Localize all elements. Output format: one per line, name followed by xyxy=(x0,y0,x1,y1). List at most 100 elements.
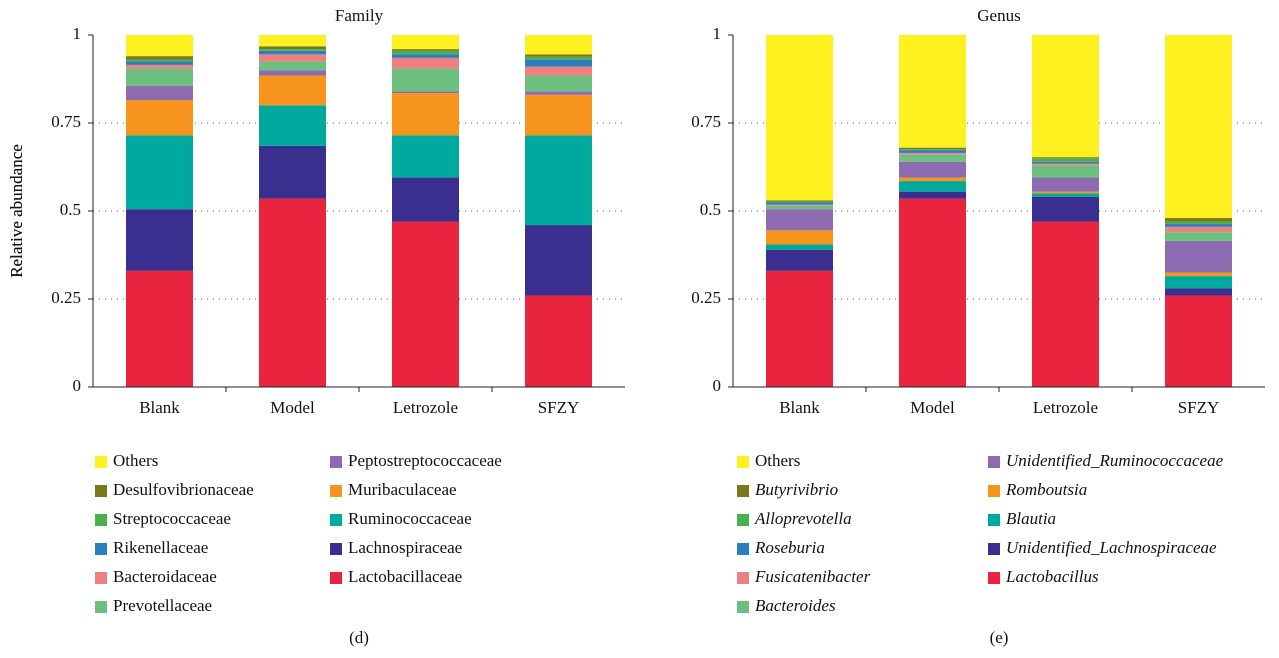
bar-segment xyxy=(525,94,592,136)
legend-label: Ruminococcaceae xyxy=(348,509,472,528)
bar-segment xyxy=(766,230,833,245)
bar-segment xyxy=(1032,193,1099,197)
bar-segment xyxy=(126,100,193,136)
bar-segment xyxy=(259,105,326,146)
legend-label: Bacteroides xyxy=(755,596,836,615)
bar-segment xyxy=(126,86,193,101)
bar-segment xyxy=(259,61,326,71)
bar-segment xyxy=(392,35,459,50)
x-tick-label: Blank xyxy=(779,398,820,417)
legend-label: Others xyxy=(755,451,800,470)
legend-swatch xyxy=(737,601,749,613)
x-tick-label: Letrozole xyxy=(1033,398,1098,417)
x-tick-label: SFZY xyxy=(538,398,580,417)
bar-segment xyxy=(525,59,592,67)
y-tick-label: 0.5 xyxy=(60,200,81,219)
legend-label: Lactobacillus xyxy=(1005,567,1099,586)
bar-segment xyxy=(899,149,966,151)
legend-swatch xyxy=(330,572,342,584)
legend-swatch xyxy=(330,514,342,526)
legend-label: Roseburia xyxy=(754,538,825,557)
x-tick-label: Letrozole xyxy=(393,398,458,417)
legend-label: Unidentified_Ruminococcaceae xyxy=(1006,451,1224,470)
y-tick-label: 0.25 xyxy=(51,288,81,307)
bar-segment xyxy=(525,91,592,95)
bar-segment xyxy=(525,135,592,226)
legend-swatch xyxy=(330,456,342,468)
y-tick-label: 0 xyxy=(713,376,722,395)
legend-label: Streptococcaceae xyxy=(113,509,231,528)
bar-segment xyxy=(525,56,592,60)
chart-title: Family xyxy=(335,6,384,25)
y-tick-label: 0.75 xyxy=(51,112,81,131)
bar-segment xyxy=(899,152,966,155)
bar-segment xyxy=(259,35,326,47)
bar-segment xyxy=(1032,165,1099,178)
bar-segment xyxy=(126,209,193,271)
legend-swatch xyxy=(95,456,107,468)
bar-segment xyxy=(1032,35,1099,158)
bar-segment xyxy=(1165,240,1232,273)
bar-segment xyxy=(899,198,966,387)
bar-segment xyxy=(1165,226,1232,233)
bar-segment xyxy=(259,54,326,62)
bar-segment xyxy=(259,198,326,387)
bar-segment xyxy=(259,49,326,51)
bar-segment xyxy=(766,205,833,210)
legend-swatch xyxy=(95,485,107,497)
bar-segment xyxy=(1165,295,1232,387)
legend-swatch xyxy=(988,572,1000,584)
bar-segment xyxy=(126,59,193,62)
legend-label: Muribaculaceae xyxy=(348,480,457,499)
panel-label: (d) xyxy=(349,628,369,647)
panel-label: (e) xyxy=(990,628,1009,647)
bar-segment xyxy=(392,177,459,222)
bar-segment xyxy=(899,177,966,182)
bar-segment xyxy=(766,202,833,205)
legend-swatch xyxy=(988,485,1000,497)
y-tick-label: 0 xyxy=(73,376,82,395)
bar-segment xyxy=(126,35,193,57)
y-tick-label: 0.5 xyxy=(700,200,721,219)
legend-swatch xyxy=(95,543,107,555)
legend-label: Rikenellaceae xyxy=(113,538,208,557)
bar-segment xyxy=(1032,191,1099,194)
y-tick-label: 1 xyxy=(713,24,722,43)
bar-segment xyxy=(126,61,193,65)
legend-label: Unidentified_Lachnospiraceae xyxy=(1006,538,1217,557)
bar-segment xyxy=(392,50,459,55)
bar-segment xyxy=(525,54,592,57)
bar-segment xyxy=(899,147,966,150)
bar-segment xyxy=(1032,177,1099,192)
legend-swatch xyxy=(95,601,107,613)
bar-segment xyxy=(899,150,966,153)
x-tick-label: SFZY xyxy=(1178,398,1220,417)
legend-label: Romboutsia xyxy=(1005,480,1087,499)
bar-segment xyxy=(1165,224,1232,227)
bar-segment xyxy=(525,295,592,387)
legend-label: Others xyxy=(113,451,158,470)
bar-segment xyxy=(766,200,833,202)
bar-segment xyxy=(259,145,326,199)
legend-label: Alloprevotella xyxy=(754,509,852,528)
bar-segment xyxy=(525,66,592,76)
bar-segment xyxy=(259,75,326,106)
bar-segment xyxy=(259,46,326,50)
y-axis-label: Relative abundance xyxy=(7,144,26,278)
bar-segment xyxy=(1165,276,1232,289)
legend-swatch xyxy=(988,543,1000,555)
legend-swatch xyxy=(330,485,342,497)
legend-swatch xyxy=(95,514,107,526)
legend-swatch xyxy=(737,485,749,497)
bar-segment xyxy=(766,201,833,203)
bar-segment xyxy=(1165,288,1232,296)
bar-segment xyxy=(1032,157,1099,159)
bar-segment xyxy=(392,135,459,178)
legend-label: Fusicatenibacter xyxy=(754,567,871,586)
bar-segment xyxy=(392,54,459,58)
bar-segment xyxy=(1165,221,1232,225)
bar-segment xyxy=(1032,161,1099,164)
bar-segment xyxy=(766,249,833,271)
bar-segment xyxy=(1165,272,1232,277)
